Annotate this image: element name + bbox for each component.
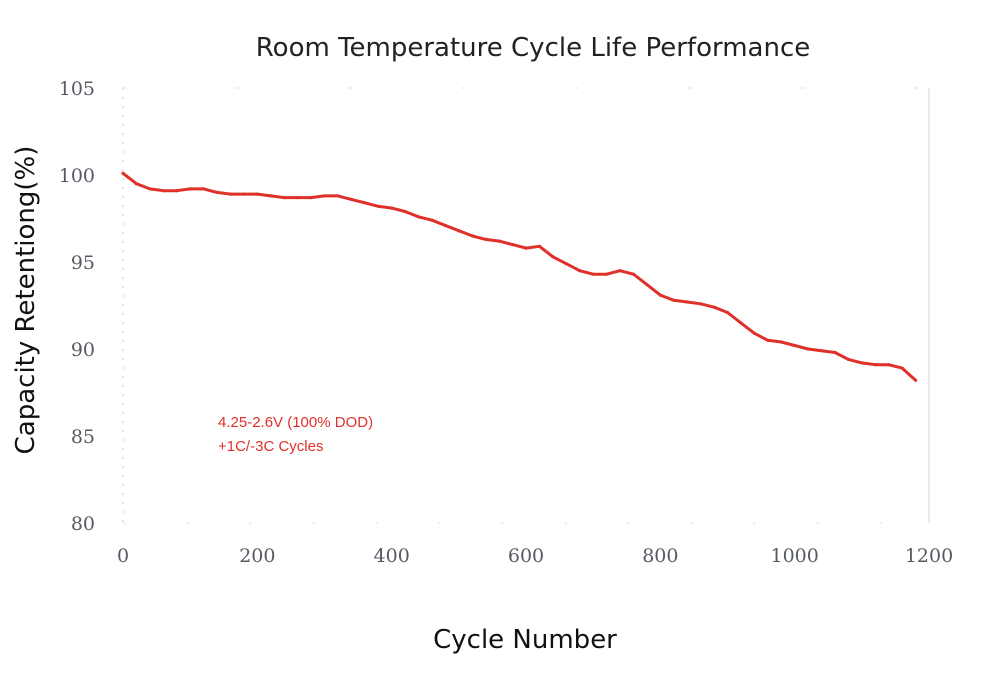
data-point	[510, 243, 515, 247]
x-tick-label: 800	[642, 545, 678, 567]
series-layer	[121, 171, 918, 382]
data-point	[524, 246, 528, 250]
series-line	[121, 171, 918, 382]
y-axis-label: Capacity Retentiong(%)	[11, 146, 41, 455]
data-point	[363, 201, 367, 205]
y-tick-label: 95	[71, 252, 95, 274]
data-point	[188, 187, 192, 191]
data-point	[148, 187, 152, 191]
data-point	[685, 300, 689, 304]
data-point	[134, 182, 138, 186]
data-point	[766, 338, 770, 342]
data-point	[228, 192, 233, 196]
data-point	[860, 361, 864, 365]
data-point	[497, 239, 501, 243]
data-point	[725, 310, 730, 315]
data-point	[416, 215, 421, 219]
x-tick-label: 400	[374, 545, 410, 567]
data-point	[242, 192, 246, 196]
data-point	[914, 378, 918, 382]
data-point	[175, 189, 179, 193]
data-point	[322, 194, 327, 198]
data-point	[739, 321, 743, 325]
data-point	[793, 343, 797, 348]
data-point	[631, 272, 636, 276]
data-point	[564, 262, 568, 266]
plot-frame	[122, 87, 930, 524]
data-point	[349, 197, 353, 201]
y-tick-label: 105	[59, 78, 95, 100]
data-point	[900, 366, 904, 370]
data-point	[430, 218, 434, 222]
data-point	[779, 340, 783, 344]
data-point	[161, 189, 165, 193]
x-tick-label: 1000	[770, 545, 818, 567]
data-point	[336, 194, 340, 198]
data-point	[484, 237, 488, 241]
data-point	[202, 187, 206, 191]
annotation-voltage: 4.25-2.6V (100% DOD)	[218, 414, 373, 431]
data-point	[873, 363, 877, 367]
data-point	[578, 269, 582, 273]
x-tick-label: 1200	[905, 545, 953, 567]
data-point	[699, 302, 703, 306]
x-axis-label: Cycle Number	[433, 625, 617, 655]
data-point	[443, 223, 447, 228]
data-point	[457, 229, 461, 233]
y-tick-label: 80	[71, 513, 95, 535]
data-point	[833, 350, 837, 355]
data-point	[672, 298, 676, 302]
data-point	[282, 196, 286, 200]
data-point	[846, 357, 851, 361]
y-tick-label: 100	[59, 165, 95, 187]
data-point	[645, 283, 649, 287]
data-point	[605, 272, 609, 276]
data-point	[121, 171, 125, 175]
data-point	[215, 190, 219, 194]
data-point	[403, 209, 407, 214]
data-point	[470, 234, 474, 238]
x-tick-label: 200	[239, 545, 275, 567]
data-point	[887, 363, 891, 367]
data-point	[296, 196, 300, 200]
data-point	[255, 192, 259, 196]
x-tick-label: 0	[117, 545, 129, 567]
data-point	[376, 204, 380, 208]
data-point	[309, 196, 313, 200]
x-tick-labels: 0 200 400 600 800 1000 1200	[117, 545, 953, 567]
data-point	[658, 293, 662, 297]
data-point	[537, 244, 542, 248]
data-point	[752, 331, 757, 335]
y-tick-label: 90	[71, 339, 95, 361]
data-point	[551, 255, 555, 259]
chart-title: Room Temperature Cycle Life Performance	[256, 33, 810, 63]
data-point	[618, 269, 622, 273]
data-point	[390, 206, 394, 210]
y-tick-labels: 80 85 90 95 100 105	[59, 78, 95, 535]
annotation-rate: +1C/-3C Cycles	[218, 438, 323, 455]
data-point	[712, 305, 716, 309]
data-point	[269, 194, 273, 198]
data-point	[591, 272, 595, 276]
x-tick-label: 600	[508, 545, 544, 567]
y-tick-label: 85	[71, 426, 95, 448]
data-point	[819, 349, 824, 353]
data-point	[806, 347, 810, 351]
